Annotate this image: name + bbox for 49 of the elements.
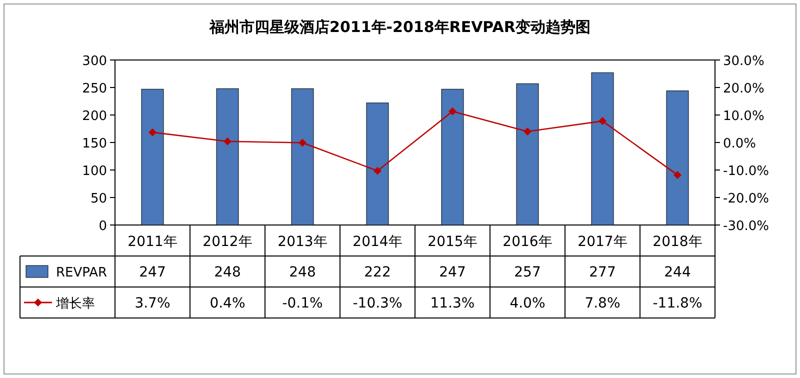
data-label: 247 bbox=[439, 264, 466, 280]
data-label: 0.4% bbox=[210, 296, 246, 312]
point bbox=[374, 166, 382, 175]
y-tick-label: 200 bbox=[82, 109, 107, 124]
data-label: 248 bbox=[289, 264, 316, 280]
y2-tick-label: 30.0% bbox=[723, 54, 764, 69]
y2-tick-label: -30.0% bbox=[723, 219, 769, 234]
x-tick-label: 2014年 bbox=[352, 234, 402, 250]
x-tick-label: 2013年 bbox=[278, 234, 328, 250]
y-tick-label: 0 bbox=[98, 219, 107, 234]
y-tick-label: 150 bbox=[82, 136, 107, 152]
chart-title: 福州市四星级酒店2011年-2018年REVPAR变动趋势图 bbox=[208, 18, 590, 36]
x-tick-label: 2018年 bbox=[652, 234, 702, 250]
y-tick-label: 50 bbox=[90, 192, 107, 206]
point bbox=[224, 137, 232, 146]
data-label: 248 bbox=[214, 264, 241, 280]
point bbox=[524, 128, 532, 136]
y-tick-label: 300 bbox=[82, 54, 107, 69]
point bbox=[598, 117, 606, 126]
x-tick-label: 2012年 bbox=[202, 234, 252, 250]
y-tick-label: 250 bbox=[82, 82, 107, 96]
data-label: 3.7% bbox=[134, 296, 170, 312]
y2-tick-label: 10.0% bbox=[723, 109, 764, 124]
data-label: 11.3% bbox=[430, 296, 475, 312]
legend-label: REVPAR bbox=[56, 266, 108, 280]
data-label: 247 bbox=[139, 264, 166, 280]
x-tick-label: 2011年 bbox=[128, 234, 178, 250]
y2-tick-label: -10.0% bbox=[723, 164, 769, 179]
x-tick-label: 2017年 bbox=[578, 234, 628, 250]
y2-tick-label: 0.0% bbox=[723, 136, 756, 152]
x-tick-label: 2015年 bbox=[428, 234, 478, 250]
legend-label: 增长率 bbox=[55, 296, 95, 312]
data-label: 7.8% bbox=[584, 296, 620, 312]
y-tick-label: 100 bbox=[82, 164, 107, 179]
point bbox=[674, 170, 682, 179]
data-label: 244 bbox=[664, 264, 691, 280]
point bbox=[298, 138, 306, 147]
data-label: 4.0% bbox=[510, 296, 546, 312]
data-label: -10.3% bbox=[352, 296, 402, 312]
y2-tick-label: 20.0% bbox=[723, 82, 764, 96]
data-label: 277 bbox=[589, 264, 616, 280]
data-label: 257 bbox=[514, 264, 541, 280]
data-label: -0.1% bbox=[282, 296, 323, 312]
y2-tick-label: -20.0% bbox=[723, 192, 769, 206]
data-label: 222 bbox=[364, 264, 391, 280]
point bbox=[148, 128, 156, 136]
point bbox=[448, 107, 456, 116]
x-tick-label: 2016年 bbox=[502, 234, 552, 250]
data-label: -11.8% bbox=[652, 296, 702, 312]
